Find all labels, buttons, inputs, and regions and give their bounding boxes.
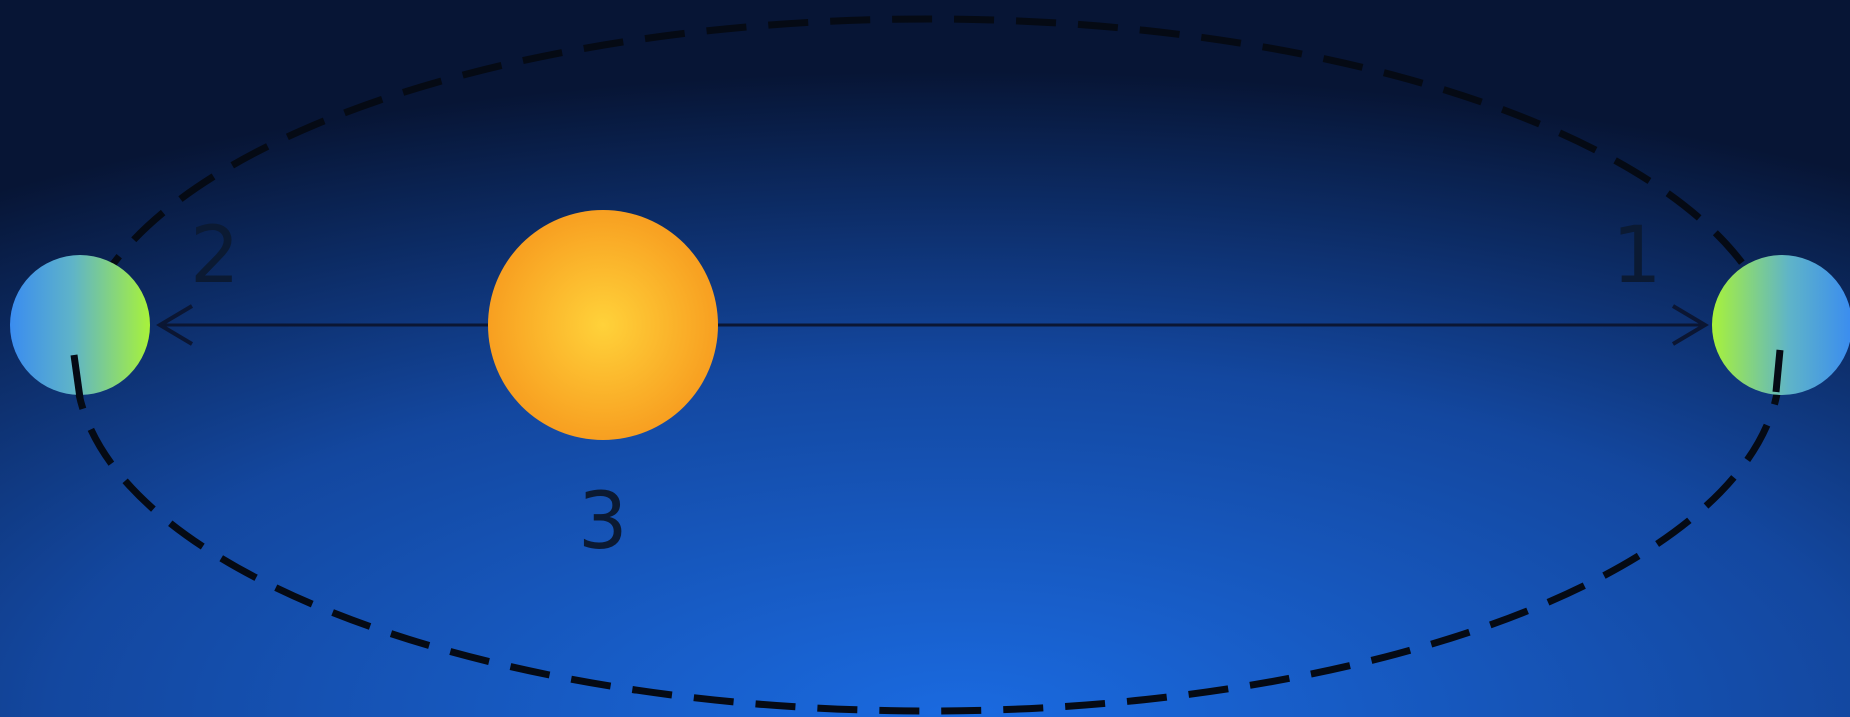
label-1: 1: [1612, 211, 1662, 301]
sun: [488, 210, 718, 440]
left-arrowhead: [156, 304, 194, 346]
label-2: 2: [190, 211, 240, 301]
planet-perihelion: [1712, 255, 1850, 395]
planet-aphelion: [10, 255, 150, 399]
label-3: 3: [578, 477, 628, 567]
right-arrowhead: [1671, 304, 1709, 346]
orbit-dash-on-right-planet: [1772, 349, 1784, 393]
orbit-dash-on-left-planet: [70, 354, 84, 399]
